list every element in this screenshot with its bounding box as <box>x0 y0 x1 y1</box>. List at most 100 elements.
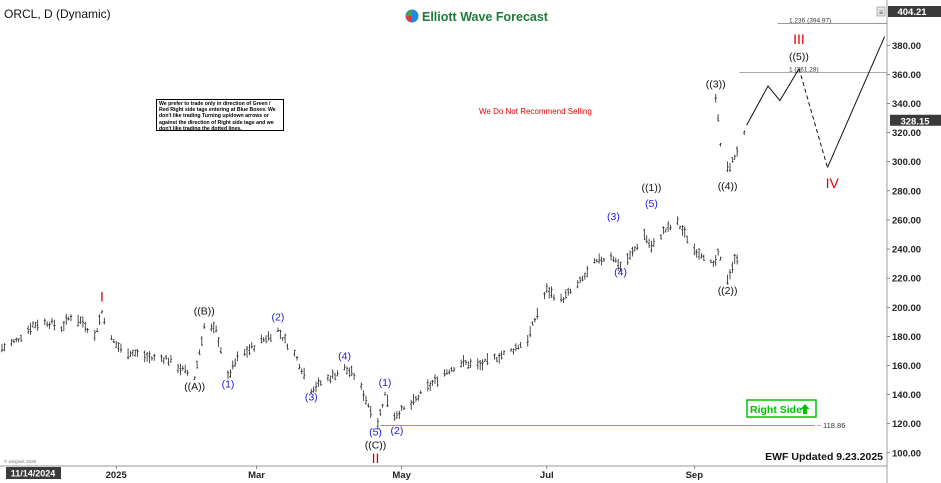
price-bar <box>486 353 489 366</box>
price-bar <box>398 410 401 420</box>
price-bar <box>233 358 237 367</box>
breakout-bar <box>743 130 746 136</box>
price-bar <box>286 343 289 350</box>
price-bar <box>260 334 263 344</box>
price-bar <box>345 366 349 375</box>
price-bar <box>95 328 99 332</box>
price-bar <box>459 359 463 368</box>
price-bar <box>636 243 639 251</box>
price-bar <box>129 350 132 357</box>
price-bar <box>735 254 739 265</box>
price-bar <box>267 331 270 341</box>
price-bar <box>431 379 434 386</box>
time-tick-label: Sep <box>686 470 704 481</box>
price-bar <box>295 355 299 361</box>
price-bar <box>402 406 406 410</box>
price-bar <box>67 316 70 321</box>
price-bar <box>614 257 617 263</box>
last-price-label: 328.15 <box>900 116 930 127</box>
price-bar <box>293 349 296 357</box>
price-bar <box>193 376 196 380</box>
breakout-bar <box>726 161 729 172</box>
price-bar <box>93 329 96 341</box>
brand-logo-wave-icon <box>406 16 412 22</box>
price-bar <box>264 335 268 344</box>
price-bar <box>369 406 372 419</box>
wave-label: (3) <box>305 391 318 403</box>
price-bar <box>700 253 703 259</box>
price-bar <box>414 395 418 402</box>
price-bar <box>143 350 146 363</box>
price-bar <box>364 395 368 405</box>
breakout-bar <box>716 114 720 122</box>
last-price-box <box>890 114 941 126</box>
price-tick-label: 220.00 <box>892 274 921 285</box>
price-bar <box>212 321 215 334</box>
price-bar <box>112 338 116 344</box>
price-bar <box>702 254 706 261</box>
price-bars <box>0 94 746 430</box>
price-bar <box>31 321 35 328</box>
wave-label: ((3)) <box>706 79 726 91</box>
price-bar <box>100 309 104 314</box>
price-bar <box>348 367 351 378</box>
price-bar <box>333 372 337 381</box>
price-bar <box>183 364 187 374</box>
price-bar <box>400 404 403 412</box>
price-bar <box>593 258 596 264</box>
price-bar <box>350 365 353 377</box>
price-bar <box>343 363 346 371</box>
projection-dashed-path <box>798 68 828 168</box>
price-bar <box>252 345 256 352</box>
price-bar <box>650 240 653 253</box>
price-bar <box>731 261 734 273</box>
price-bar <box>659 234 663 240</box>
price-axis-top-label: 404.21 <box>897 7 927 18</box>
price-bar <box>514 343 518 352</box>
time-tick-label: May <box>392 470 411 481</box>
wave-label: (2) <box>272 311 285 323</box>
price-bar <box>81 316 85 328</box>
wave-label: (5) <box>369 426 382 438</box>
price-bar <box>612 256 615 263</box>
price-bar <box>393 412 396 421</box>
price-bar <box>50 317 54 325</box>
price-bar <box>329 375 332 384</box>
price-bar <box>326 374 330 382</box>
price-bar <box>531 321 534 326</box>
price-bar <box>517 344 520 350</box>
price-bar <box>29 322 32 335</box>
price-bar <box>386 394 389 407</box>
price-bar <box>336 370 339 377</box>
price-bar <box>626 252 629 266</box>
price-bar <box>203 323 206 329</box>
wave-label: (2) <box>390 425 403 437</box>
price-bar <box>310 388 313 394</box>
price-bar <box>733 253 736 264</box>
brand-name: Elliott Wave Forecast <box>422 10 549 24</box>
price-bar <box>645 235 648 244</box>
price-axis: 404.21 ≡ 100.00 120.00 140.00 160.00 180.00 2… <box>876 0 941 483</box>
price-bar <box>495 356 499 363</box>
price-bar <box>110 335 113 340</box>
axis-menu-button[interactable] <box>876 6 886 17</box>
price-bar <box>314 381 318 393</box>
price-bar <box>409 399 413 410</box>
price-bar <box>302 367 306 380</box>
right-side-tag: Right Side <box>746 399 817 418</box>
price-bar <box>376 417 380 430</box>
price-bar <box>726 274 729 285</box>
price-bar <box>153 353 156 361</box>
price-bar <box>131 349 135 357</box>
price-bar <box>583 272 587 280</box>
price-bar <box>48 321 51 329</box>
price-tick-label: 180.00 <box>892 332 921 343</box>
wave-label: (1) <box>379 377 392 389</box>
price-bar <box>533 317 537 323</box>
wave-label: IV <box>826 175 840 191</box>
price-tick-label: 200.00 <box>892 303 921 314</box>
price-bar <box>300 368 303 375</box>
price-bar <box>317 377 320 387</box>
price-bar <box>3 343 6 352</box>
price-bar <box>547 287 551 299</box>
